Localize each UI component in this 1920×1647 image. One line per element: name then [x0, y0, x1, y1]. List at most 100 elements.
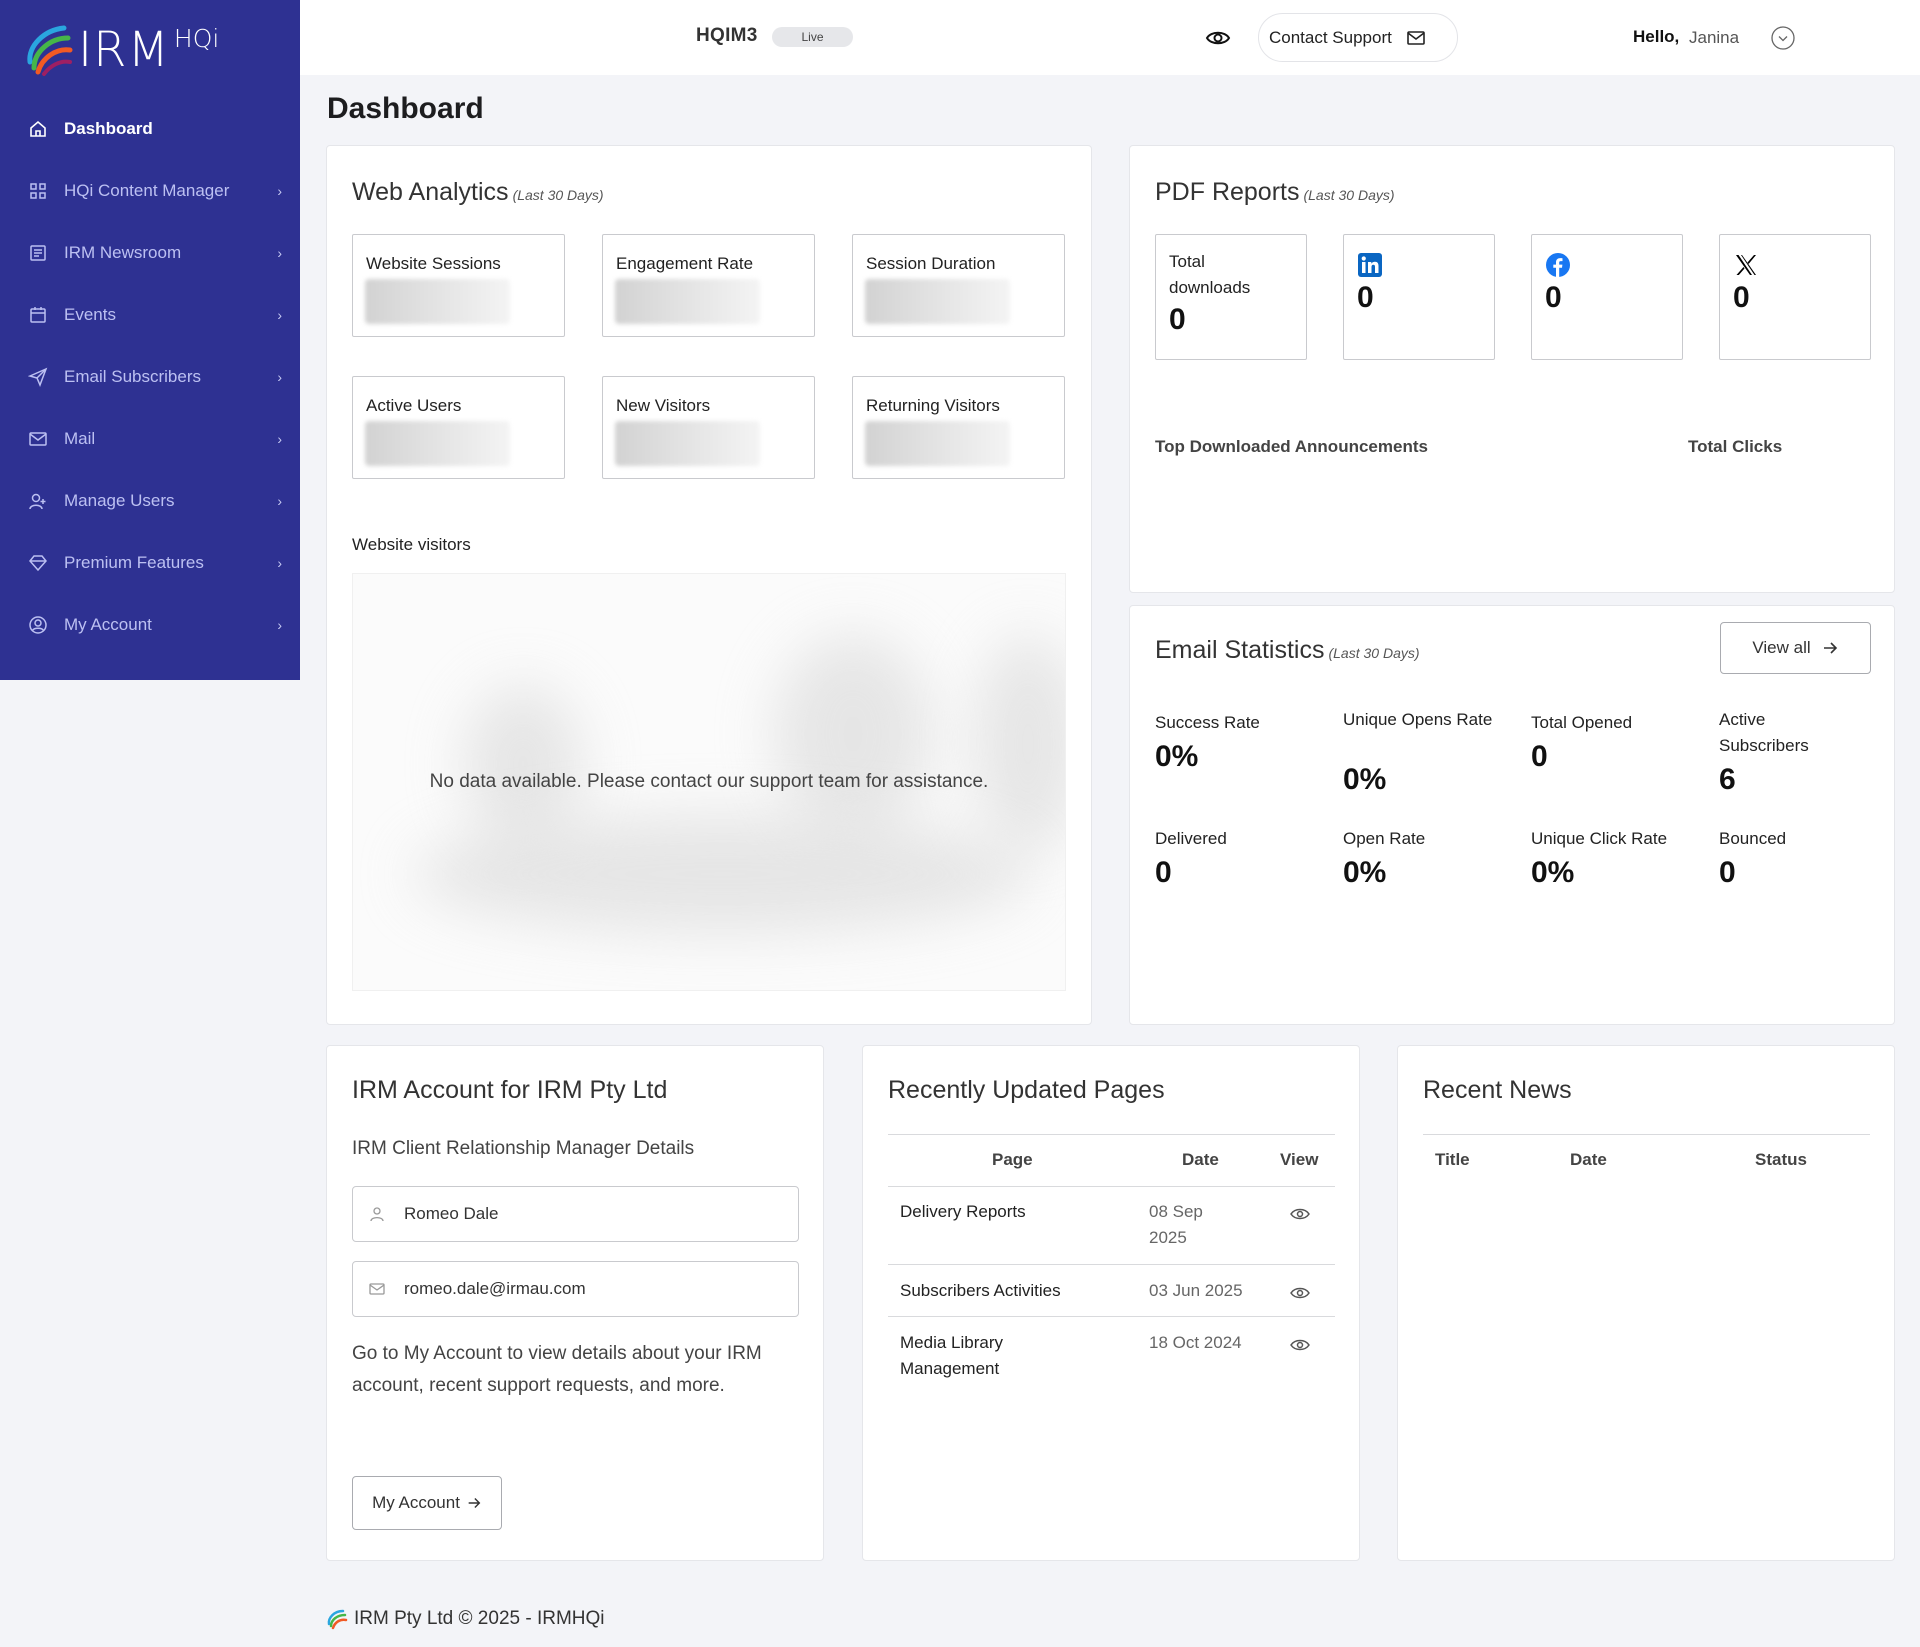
stat-label: Unique Click Rate — [1531, 829, 1668, 848]
metric-website-sessions: Website Sessions — [352, 234, 565, 337]
user-icon — [370, 1207, 384, 1222]
total-downloads-label: Total downloads — [1169, 252, 1251, 297]
website-visitors-chart: No data available. Please contact our su… — [352, 573, 1066, 991]
metric-label: Engagement Rate — [616, 254, 754, 273]
period-label: (Last 30 Days) — [1328, 645, 1420, 661]
metric-value-placeholder — [365, 279, 510, 324]
metric-session-duration: Session Duration — [852, 234, 1065, 337]
linkedin-downloads-box: 0 — [1343, 234, 1495, 360]
metric-label: Website Sessions — [366, 254, 501, 273]
metric-new-visitors: New Visitors — [602, 376, 815, 479]
chevron-right-icon: › — [277, 369, 282, 385]
blurred-chart-shape — [973, 634, 1065, 854]
chevron-right-icon: › — [277, 307, 282, 323]
metric-active-users: Active Users — [352, 376, 565, 479]
page-date: 08 Sep 2025 — [1149, 1202, 1203, 1247]
chevron-down-circle-icon — [1771, 26, 1795, 50]
home-icon — [28, 119, 48, 139]
account-description: Go to My Account to view details about y… — [352, 1343, 762, 1396]
sidebar-item-email-subscribers[interactable]: Email Subscribers › — [0, 346, 300, 408]
eye-icon[interactable] — [1288, 1283, 1312, 1303]
sidebar-item-content-manager[interactable]: HQi Content Manager › — [0, 160, 300, 222]
mail-icon — [28, 429, 48, 449]
sidebar-item-dashboard[interactable]: Dashboard — [0, 98, 300, 160]
page-date: 18 Oct 2024 — [1149, 1333, 1242, 1352]
brand-logo[interactable]: IRM HQi — [24, 22, 219, 78]
chevron-right-icon: › — [277, 431, 282, 447]
sidebar-item-label: Mail — [64, 429, 96, 448]
irm-account-card: IRM Account for IRM Pty Ltd IRM Client R… — [326, 1045, 824, 1561]
sidebar-item-newsroom[interactable]: IRM Newsroom › — [0, 222, 300, 284]
manager-name-input[interactable] — [404, 1204, 784, 1224]
sidebar-item-my-account[interactable]: My Account › — [0, 594, 300, 656]
recent-news-title: Recent News — [1423, 1076, 1572, 1104]
divider — [888, 1264, 1335, 1265]
stat-value: 0 — [1719, 856, 1736, 889]
chevron-right-icon: › — [277, 555, 282, 571]
x-icon — [1736, 255, 1756, 275]
account-subtitle: IRM Client Relationship Manager Details — [352, 1138, 695, 1159]
stat-value: 0 — [1531, 740, 1548, 773]
brand-name: IRM — [78, 22, 170, 78]
sidebar-nav: Dashboard HQi Content Manager › IRM News… — [0, 98, 300, 656]
user-name: Janina — [1689, 28, 1740, 47]
top-header: HQIM3 Live Contact Support Hello, Janina — [300, 0, 1920, 75]
stat-label: Active Subscribers — [1719, 710, 1809, 755]
stat-label: Unique Opens Rate — [1343, 710, 1493, 729]
view-all-button[interactable]: View all — [1720, 622, 1871, 674]
my-account-button[interactable]: My Account — [352, 1476, 502, 1530]
diamond-icon — [28, 553, 48, 573]
metric-label: Active Users — [366, 396, 462, 415]
total-clicks-header: Total Clicks — [1688, 437, 1783, 456]
stat-label: Total Opened — [1531, 713, 1633, 732]
period-label: (Last 30 Days) — [512, 187, 604, 203]
x-downloads-box: 0 — [1719, 234, 1871, 360]
website-visitors-label: Website visitors — [352, 535, 471, 554]
sidebar-item-manage-users[interactable]: Manage Users › — [0, 470, 300, 532]
column-header-date: Date — [1570, 1150, 1607, 1169]
stat-label: Bounced — [1719, 829, 1787, 848]
metric-value-placeholder — [615, 421, 760, 466]
pdf-reports-card: PDF Reports (Last 30 Days) Total download… — [1129, 145, 1895, 593]
sidebar-item-premium-features[interactable]: Premium Features › — [0, 532, 300, 594]
sidebar-item-mail[interactable]: Mail › — [0, 408, 300, 470]
irm-swirl-logo-icon — [327, 1609, 348, 1630]
users-icon — [28, 491, 48, 511]
sidebar-item-events[interactable]: Events › — [0, 284, 300, 346]
period-label: (Last 30 Days) — [1303, 187, 1395, 203]
stat-value: 0% — [1343, 763, 1387, 796]
account-title: IRM Account for IRM Pty Ltd — [352, 1076, 668, 1104]
calendar-icon — [28, 305, 48, 325]
recent-pages-title: Recently Updated Pages — [888, 1076, 1165, 1104]
view-all-label: View all — [1752, 638, 1811, 657]
sidebar: IRM HQi Dashboard HQi Content Manager › … — [0, 0, 300, 680]
preview-site-button[interactable] — [1204, 24, 1232, 52]
stat-label: Delivered — [1155, 829, 1227, 848]
blurred-chart-shape — [413, 814, 1033, 934]
brand-suffix: HQi — [173, 24, 220, 53]
grid-icon — [28, 181, 48, 201]
contact-support-button[interactable]: Contact Support — [1258, 13, 1458, 62]
manager-email-field[interactable] — [352, 1261, 799, 1317]
eye-icon[interactable] — [1288, 1335, 1312, 1355]
facebook-downloads-box: 0 — [1531, 234, 1683, 360]
metric-value-placeholder — [615, 279, 760, 324]
page-name: Delivery Reports — [900, 1202, 1026, 1221]
divider — [888, 1316, 1335, 1317]
card-title: PDF Reports (Last 30 Days) — [1155, 178, 1395, 207]
status-badge: Live — [772, 27, 853, 47]
stat-value: 0 — [1155, 856, 1172, 889]
footer-text: IRM Pty Ltd © 2025 - IRMHQi — [354, 1608, 605, 1629]
divider — [1423, 1134, 1870, 1135]
sidebar-item-label: Premium Features — [64, 553, 204, 572]
sidebar-item-label: Email Subscribers — [64, 367, 201, 386]
eye-icon[interactable] — [1288, 1204, 1312, 1224]
page-title: Dashboard — [327, 92, 484, 125]
metric-returning-visitors: Returning Visitors — [852, 376, 1065, 479]
manager-email-input[interactable] — [404, 1279, 784, 1299]
user-menu-toggle[interactable] — [1770, 25, 1796, 51]
footer: IRM Pty Ltd © 2025 - IRMHQi — [326, 1608, 605, 1630]
metric-engagement-rate: Engagement Rate — [602, 234, 815, 337]
card-title: Email Statistics (Last 30 Days) — [1155, 636, 1420, 665]
manager-name-field[interactable] — [352, 1186, 799, 1242]
